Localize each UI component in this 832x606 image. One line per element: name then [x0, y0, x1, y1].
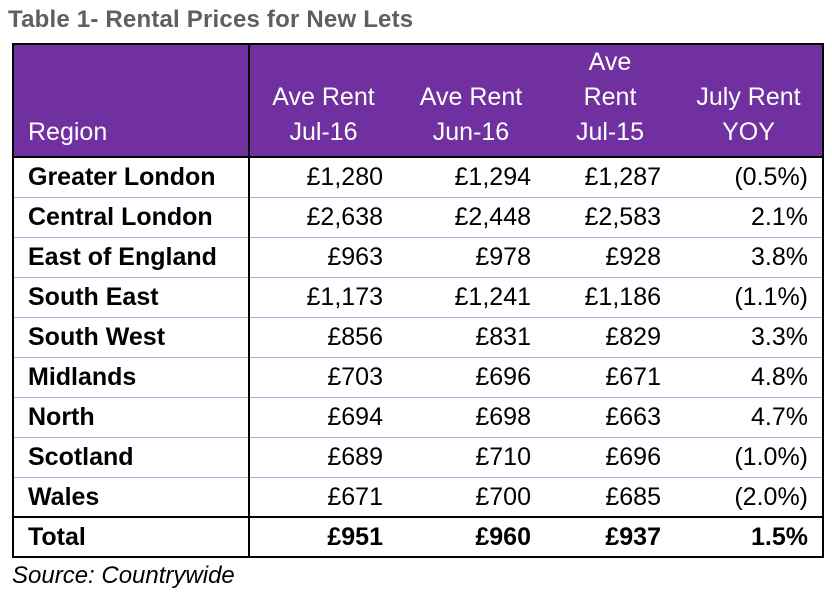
rent-jul-16-cell: £963 — [249, 236, 397, 277]
column-header-july-rent-yoy: July Rent YOY — [675, 43, 824, 158]
total-yoy-cell: 1.5% — [675, 516, 824, 558]
rent-jun-16-cell: £1,241 — [397, 276, 545, 317]
column-header-line: Rent — [583, 83, 637, 111]
rent-jun-16-cell: £831 — [397, 316, 545, 357]
rent-jun-16-cell: £710 — [397, 436, 545, 477]
table-row: South West £856 £831 £829 3.3% — [12, 316, 824, 357]
rent-jul-15-cell: £671 — [545, 356, 675, 397]
column-header-ave-rent-jun-16: Ave Rent Jun-16 — [397, 43, 545, 158]
rent-jul-15-cell: £1,186 — [545, 276, 675, 317]
rent-jul-16-cell: £2,638 — [249, 196, 397, 237]
column-header-line: Region — [28, 118, 108, 146]
yoy-cell: (2.0%) — [675, 476, 824, 517]
rent-jul-15-cell: £1,287 — [584, 163, 661, 192]
yoy-cell: (1.1%) — [675, 276, 824, 317]
column-header-line: Jun-16 — [432, 118, 510, 146]
rent-jul-16-cell: £856 — [249, 316, 397, 357]
region-cell: Central London — [12, 196, 250, 237]
rent-jul-15-cell: £685 — [545, 476, 675, 517]
rent-jul-15-cell: £2,583 — [545, 196, 675, 237]
rental-prices-table: Region Ave Rent Jul-16 Ave Rent Jun-16 A… — [12, 43, 824, 558]
rent-jun-16-cell: £978 — [397, 236, 545, 277]
total-rent-jun-16-cell: £960 — [397, 516, 545, 558]
rent-jul-16-cell: £689 — [249, 436, 397, 477]
rent-jul-16-cell: £1,280 — [306, 163, 383, 192]
rent-jun-16-cell: £696 — [397, 356, 545, 397]
table-header-row: Region Ave Rent Jul-16 Ave Rent Jun-16 A… — [12, 43, 824, 158]
table-row: Central London £2,638 £2,448 £2,583 2.1% — [12, 196, 824, 237]
table-row: Wales £671 £700 £685 (2.0%) — [12, 476, 824, 517]
total-rent-jul-16-cell: £951 — [249, 516, 397, 558]
yoy-cell: 2.1% — [675, 196, 824, 237]
yoy-cell: (1.0%) — [675, 436, 824, 477]
region-cell: Wales — [12, 476, 250, 517]
region-cell: South West — [12, 316, 250, 357]
region-cell: East of England — [12, 236, 250, 277]
yoy-cell: 4.7% — [675, 396, 824, 437]
rent-jul-16-cell: £694 — [249, 396, 397, 437]
column-header-line: Jul-16 — [289, 118, 358, 146]
column-header-region: Region — [12, 43, 250, 158]
rent-jul-15-cell: £829 — [545, 316, 675, 357]
column-header-line: Ave — [588, 48, 632, 76]
rent-jul-15-cell: £696 — [545, 436, 675, 477]
column-header-ave-rent-jul-16: Ave Rent Jul-16 — [249, 43, 397, 158]
yoy-cell: (0.5%) — [675, 157, 824, 197]
column-header-line: July Rent — [696, 83, 801, 111]
region-cell: South East — [12, 276, 250, 317]
column-header-line: YOY — [722, 118, 775, 146]
table-row: South East £1,173 £1,241 £1,186 (1.1%) — [12, 276, 824, 317]
total-rent-jul-15-cell: £937 — [545, 516, 675, 558]
rent-jun-16-cell: £2,448 — [397, 196, 545, 237]
rent-jul-16-cell: £703 — [249, 356, 397, 397]
column-header-line: Ave Rent — [272, 83, 375, 111]
rent-jul-16-cell: £671 — [249, 476, 397, 517]
yoy-cell: 4.8% — [675, 356, 824, 397]
region-cell: Greater London — [12, 157, 250, 197]
region-cell: North — [12, 396, 250, 437]
rent-jul-15-cell: £928 — [545, 236, 675, 277]
yoy-cell: 3.3% — [675, 316, 824, 357]
table-row: Scotland £689 £710 £696 (1.0%) — [12, 436, 824, 477]
rent-jun-16-cell: £698 — [397, 396, 545, 437]
region-cell: Midlands — [12, 356, 250, 397]
rent-jul-15-cell: £663 — [545, 396, 675, 437]
table-title: Table 1- Rental Prices for New Lets — [8, 6, 414, 33]
source-note: Source: Countrywide — [12, 562, 235, 589]
rent-jun-16-cell: £1,294 — [454, 163, 531, 192]
total-row: Total £951 £960 £937 1.5% — [12, 516, 824, 558]
column-header-line: Jul-15 — [575, 118, 645, 146]
column-header-line: Ave Rent — [419, 83, 523, 111]
total-label-cell: Total — [12, 516, 250, 558]
table-row: East of England £963 £978 £928 3.8% — [12, 236, 824, 277]
yoy-cell: 3.8% — [675, 236, 824, 277]
table-row: Midlands £703 £696 £671 4.8% — [12, 356, 824, 397]
rent-jul-16-cell: £1,173 — [249, 276, 397, 317]
rent-jun-16-cell: £700 — [397, 476, 545, 517]
column-header-ave-rent-jul-15: Ave Rent Jul-15 — [545, 43, 675, 158]
table-row: North £694 £698 £663 4.7% — [12, 396, 824, 437]
region-cell: Scotland — [12, 436, 250, 477]
table-row: Greater London £1,280 £1,294 £1,287 (0.5… — [12, 157, 824, 197]
